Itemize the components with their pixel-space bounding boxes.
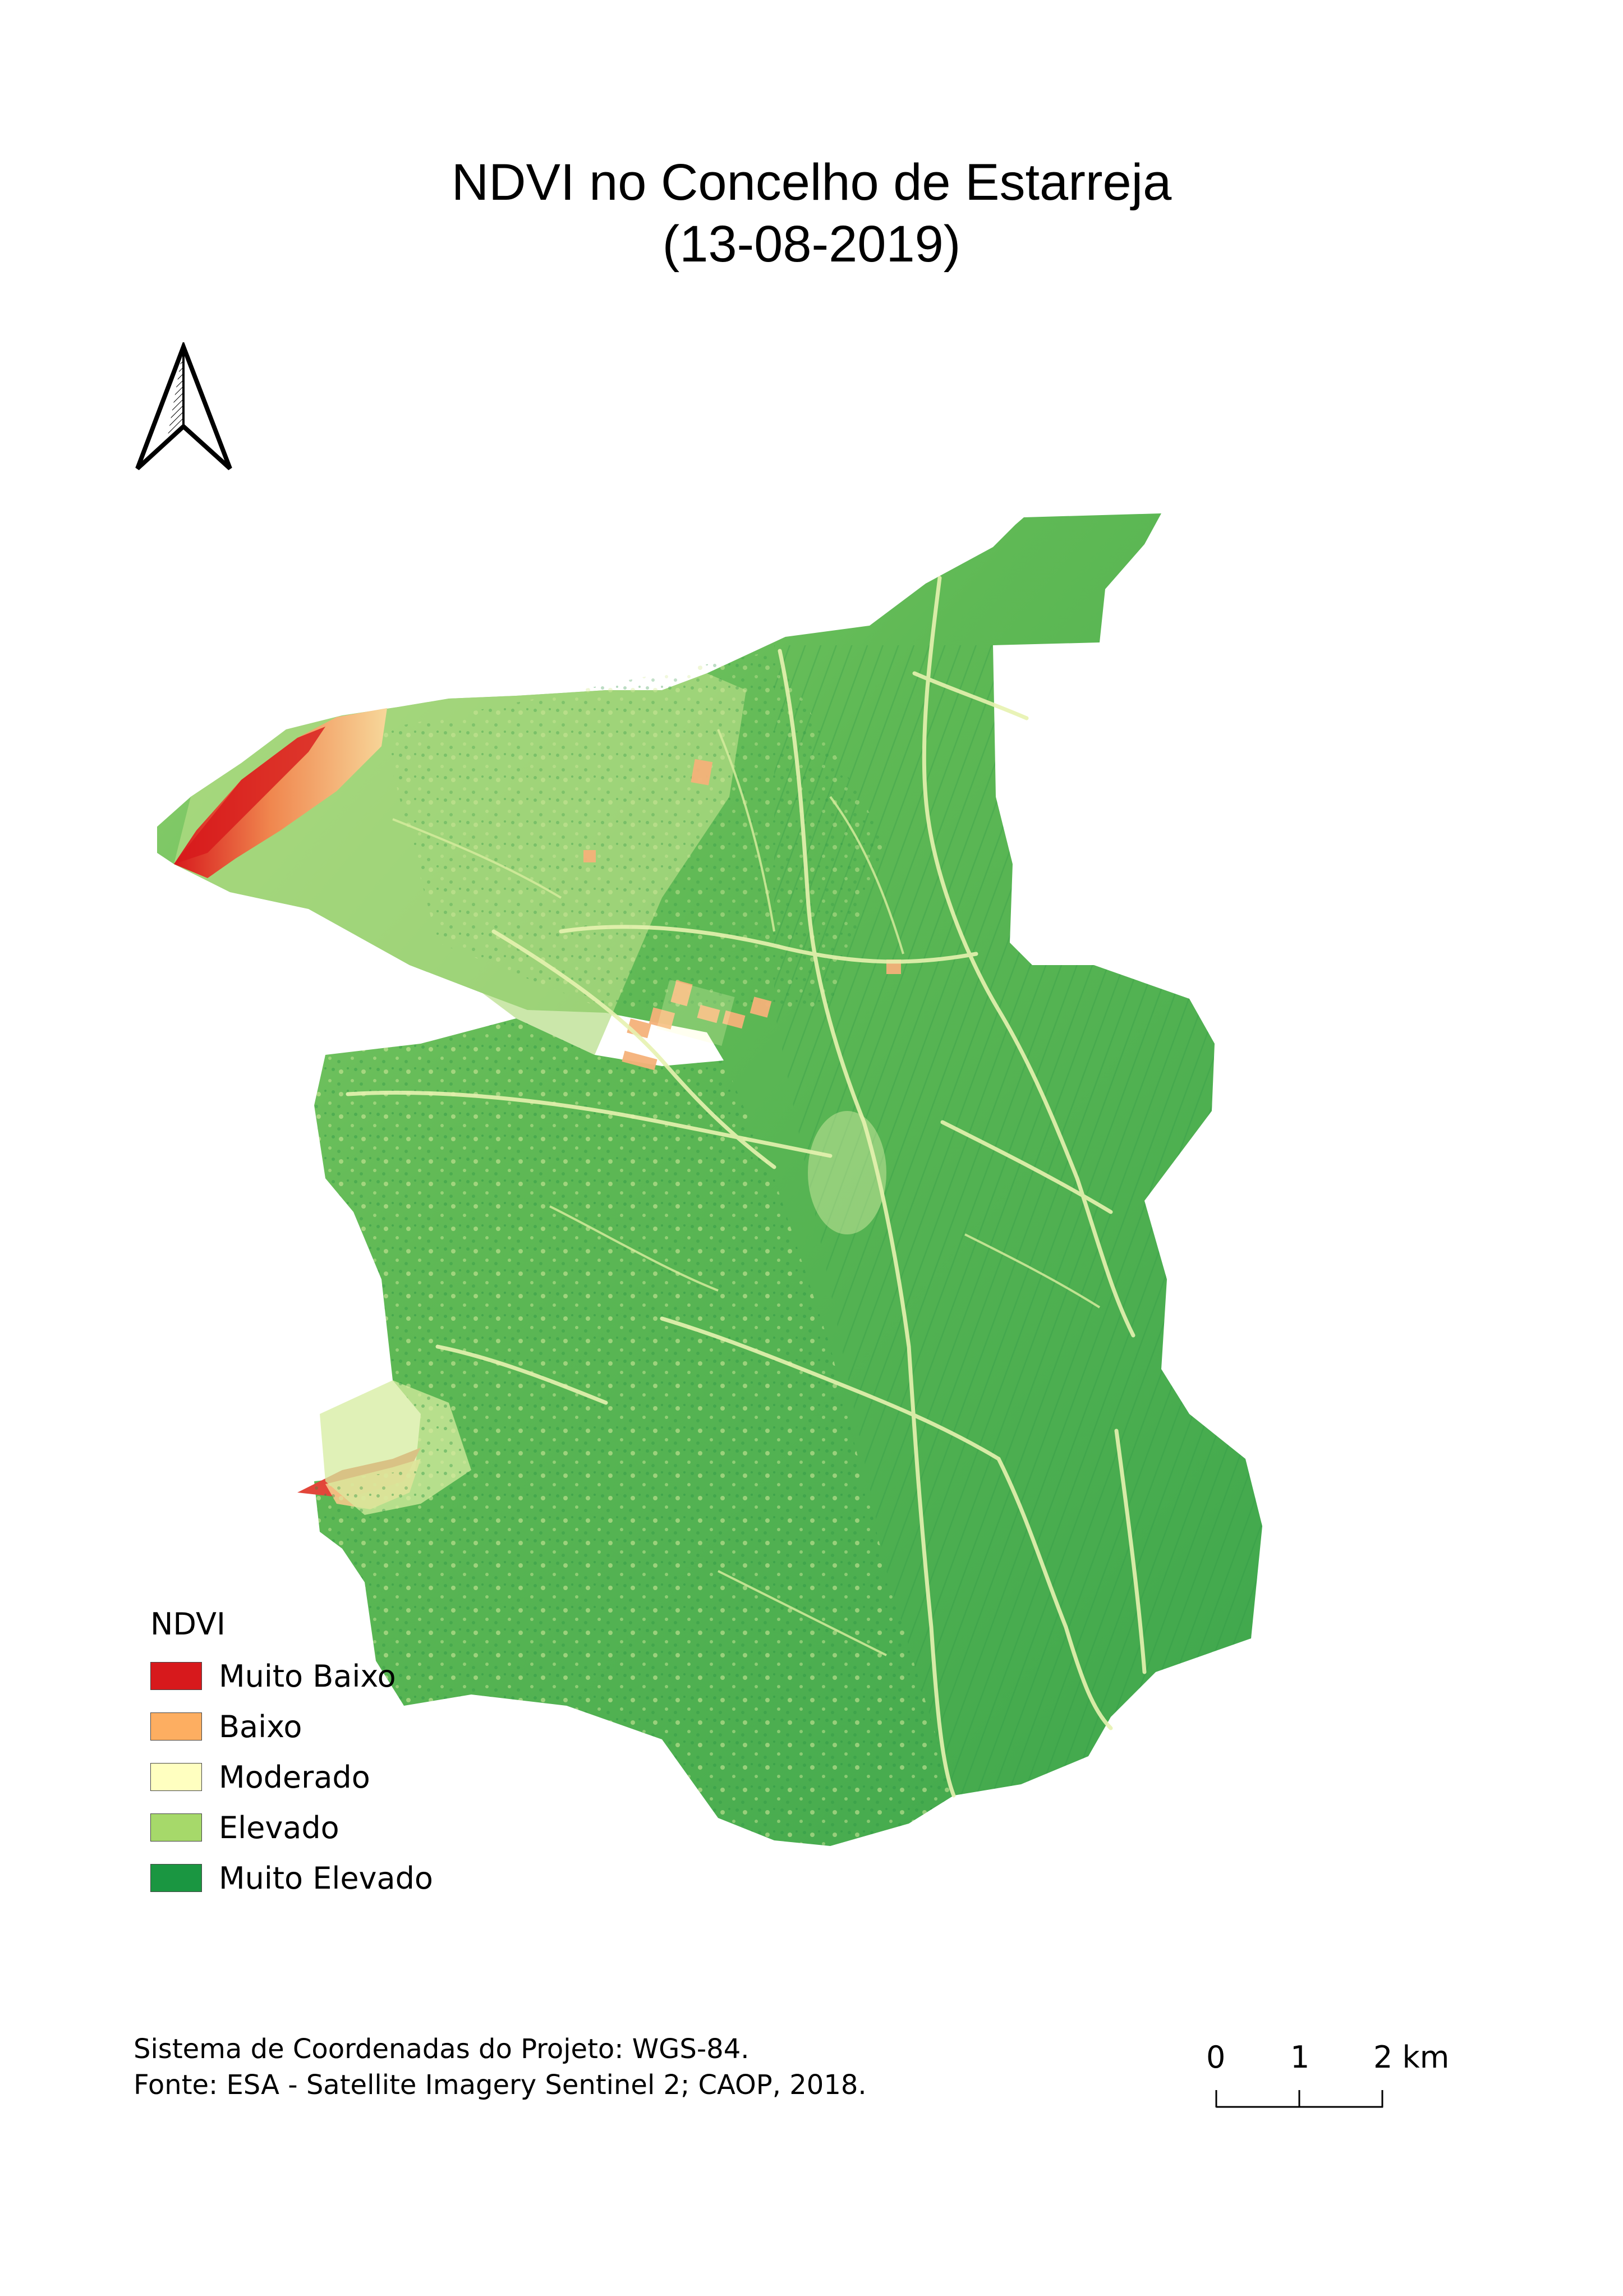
north-arrow-icon xyxy=(135,342,232,470)
legend-swatch xyxy=(150,1864,202,1892)
legend-swatch xyxy=(150,1712,202,1741)
scale-bar: 0 1 2 km xyxy=(1206,2040,1464,2124)
ndvi-map xyxy=(157,513,1262,1846)
source-notes: Sistema de Coordenadas do Projeto: WGS-8… xyxy=(134,2031,867,2103)
legend-title: NDVI xyxy=(150,1606,226,1642)
legend-label: Baixo xyxy=(219,1709,302,1744)
map-title-line2: (13-08-2019) xyxy=(662,215,961,273)
legend-item-muito-baixo: Muito Baixo xyxy=(150,1651,433,1701)
urban-patches xyxy=(583,759,901,1071)
roads xyxy=(346,576,1147,1798)
map-title: NDVI no Concelho de Estarreja (13-08-201… xyxy=(0,151,1623,275)
legend-item-muito-elevado: Muito Elevado xyxy=(150,1853,433,1903)
legend-label: Muito Baixo xyxy=(219,1658,396,1694)
legend-label: Moderado xyxy=(219,1759,370,1795)
scale-label-1: 1 xyxy=(1290,2040,1310,2075)
legend-item-moderado: Moderado xyxy=(150,1752,433,1802)
scale-bar-line xyxy=(1215,2090,1383,2108)
coastal-strip xyxy=(174,708,387,878)
legend-swatch xyxy=(150,1763,202,1791)
coordinate-system-note: Sistema de Coordenadas do Projeto: WGS-8… xyxy=(134,2033,750,2065)
legend-swatch xyxy=(150,1813,202,1842)
legend: NDVI Muito Baixo Baixo Moderado Elevado … xyxy=(150,1605,433,1903)
scale-label-0: 0 xyxy=(1206,2040,1226,2075)
legend-label: Elevado xyxy=(219,1810,339,1845)
legend-item-baixo: Baixo xyxy=(150,1701,433,1752)
map-title-line1: NDVI no Concelho de Estarreja xyxy=(451,154,1172,211)
legend-item-elevado: Elevado xyxy=(150,1802,433,1853)
scale-label-2: 2 km xyxy=(1373,2040,1450,2075)
legend-swatch xyxy=(150,1662,202,1690)
legend-label: Muito Elevado xyxy=(219,1860,433,1896)
data-source-note: Fonte: ESA - Satellite Imagery Sentinel … xyxy=(134,2069,867,2101)
